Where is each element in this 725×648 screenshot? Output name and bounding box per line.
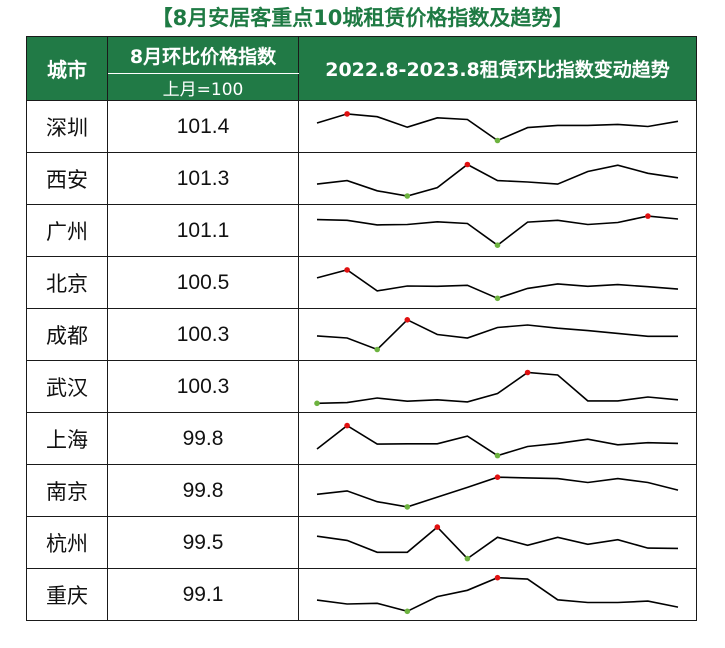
table-row: 北京 100.5 [26,256,697,309]
index-value-cell: 99.8 [107,412,299,465]
index-value-cell: 100.5 [107,256,299,309]
sparkline-series-line [316,424,679,457]
table-row: 杭州 99.5 [26,516,697,569]
city-cell: 广州 [26,204,108,257]
sparkline-max-point [645,213,651,219]
header-city: 城市 [26,36,108,101]
sparkline-series-line [316,476,679,508]
sparkline-min-point [404,193,411,199]
sparkline-cell [298,360,697,413]
sparkline-cell [298,204,697,257]
sparkline-series-line [316,163,679,197]
header-index: 8月环比价格指数 [107,36,299,74]
sparkline [316,213,679,248]
sparkline-cell [298,568,697,621]
index-value-cell: 101.4 [107,100,299,153]
sparkline-min-point [404,504,411,510]
table-row: 深圳 101.4 [26,100,697,153]
index-value-cell: 99.1 [107,568,299,621]
sparkline-max-point [464,161,471,168]
city-cell: 杭州 [26,516,108,569]
header-trend: 2022.8-2023.8租赁环比指数变动趋势 [298,36,697,101]
sparkline-series-line [316,215,679,247]
sparkline [316,524,679,562]
sparkline-series-line [316,269,679,300]
sparkline [316,474,679,510]
sparkline-series-line [316,318,678,351]
sparkline [316,422,679,459]
index-value-cell: 101.1 [107,204,299,257]
sparkline [316,111,679,144]
sparkline-cell [298,100,697,153]
index-value-cell: 101.3 [107,152,299,205]
sparkline-min-point [494,137,501,144]
city-cell: 重庆 [26,568,108,621]
index-value-cell: 99.8 [107,464,299,517]
sparkline-max-point [524,369,531,376]
city-cell: 上海 [26,412,108,465]
city-cell: 武汉 [26,360,108,413]
sparkline-min-point [494,452,501,459]
index-value-cell: 100.3 [107,308,299,361]
sparkline-cell [298,412,697,465]
index-value-cell: 99.5 [107,516,299,569]
sparkline [316,161,679,199]
table-row: 广州 101.1 [26,204,697,257]
city-cell: 北京 [26,256,108,309]
index-value-cell: 100.3 [107,360,299,413]
sparkline-cell [298,464,697,517]
sparkline-max-point [434,524,441,530]
city-cell: 西安 [26,152,108,205]
sparkline-series-line [316,576,679,613]
sparkline-min-point [464,555,471,562]
sparkline [316,267,679,302]
sparkline-max-point [344,111,350,117]
header-index-base: 上月=100 [107,73,299,101]
table-row: 成都 100.3 [26,308,697,361]
table-row: 西安 101.3 [26,152,697,205]
sparkline-min-point [494,242,501,248]
city-cell: 深圳 [26,100,108,153]
sparkline [316,317,678,353]
sparkline-max-point [494,474,501,480]
sparkline-max-point [344,267,350,273]
sparkline-cell [298,256,697,309]
sparkline [314,369,679,407]
sparkline-min-point [314,400,320,407]
sparkline-series-line [316,113,679,142]
sparkline-cell [298,152,697,205]
sparkline-max-point [494,574,501,581]
sparkline-series-line [316,371,679,405]
sparkline-cell [298,516,697,569]
sparkline [316,574,679,615]
page-title: 【8月安居客重点10城租赁价格指数及趋势】 [151,6,574,30]
city-cell: 南京 [26,464,108,517]
sparkline-max-point [404,317,411,323]
sparkline-series-line [316,526,679,560]
sparkline-min-point [374,346,380,353]
rent-index-table: 城市 8月环比价格指数 2022.8-2023.8租赁环比指数变动趋势 上月=1… [26,36,697,621]
sparkline-max-point [344,422,350,429]
table-row: 武汉 100.3 [26,360,697,413]
table-row: 重庆 99.1 [26,568,697,621]
sparkline-cell [298,308,697,361]
table-row: 南京 99.8 [26,464,697,517]
sparkline-min-point [404,608,411,615]
sparkline-min-point [494,295,501,302]
table-row: 上海 99.8 [26,412,697,465]
city-cell: 成都 [26,308,108,361]
